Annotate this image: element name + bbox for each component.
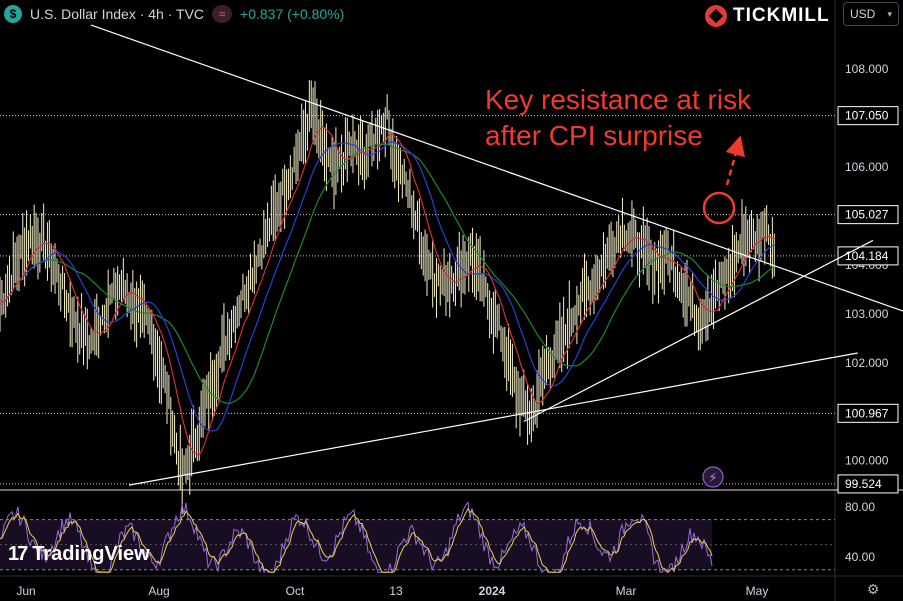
trendline <box>128 352 858 486</box>
chevron-down-icon: ▾ <box>887 8 892 19</box>
arrow-up <box>725 135 745 186</box>
chart-header: $ U.S. Dollar Index · 4h · TVC ≈ +0.837 … <box>4 4 344 24</box>
price-label: 100.967 <box>845 406 889 420</box>
highlight-circle <box>702 191 736 225</box>
time-axis[interactable]: Jun Aug Oct 13 2024 Mar May <box>0 575 903 598</box>
annotation-line-2: after CPI surprise <box>485 120 703 151</box>
oscillator-tick-label: 80.00 <box>845 500 875 514</box>
oscillator-axis: 80.00 40.00 <box>845 500 875 564</box>
wave-icon[interactable]: ≈ <box>212 5 233 23</box>
ma-mid-line <box>0 141 775 432</box>
x-tick-label: Mar <box>616 584 637 598</box>
dollar-coin-icon[interactable]: $ <box>4 5 22 23</box>
price-label-box <box>837 474 899 494</box>
trendline <box>90 24 903 312</box>
tradingview-icon: 17 <box>8 543 28 565</box>
lightning-icon: ⚡ <box>708 471 717 486</box>
oscillator-tick-label: 40.00 <box>845 550 875 564</box>
annotation-line-1: Key resistance at risk <box>485 84 752 115</box>
tradingview-text: TradingView <box>32 543 150 565</box>
ma-short-line <box>0 126 775 456</box>
price-label-box <box>837 106 899 126</box>
symbol-title[interactable]: U.S. Dollar Index · 4h · TVC <box>30 6 205 22</box>
price-label-box <box>837 205 899 225</box>
x-tick-label: Jun <box>16 584 35 598</box>
price-change: +0.837 (+0.80%) <box>240 6 345 22</box>
oscillator-line <box>0 501 713 574</box>
tickmill-icon <box>705 5 727 27</box>
x-tick-label: 2024 <box>479 584 506 598</box>
price-label: 107.050 <box>845 109 889 123</box>
x-tick-label: Aug <box>148 584 169 598</box>
annotations: Key resistance at risk after CPI surprise… <box>485 84 752 488</box>
currency-button[interactable]: USD ▾ <box>843 2 899 26</box>
brand-name: TICKMILL <box>733 5 830 26</box>
x-tick-label: Oct <box>286 584 305 598</box>
y-tick-label: 102.000 <box>845 356 889 370</box>
y-tick-label: 103.000 <box>845 307 889 321</box>
price-label: 99.524 <box>845 477 882 491</box>
gear-icon[interactable]: ⚙ <box>866 581 880 597</box>
event-icon <box>702 466 724 488</box>
oscillator-plot <box>0 501 835 574</box>
trendline <box>523 239 874 423</box>
price-label: 105.027 <box>845 208 889 222</box>
price-label: 104.184 <box>845 249 889 263</box>
tradingview-logo[interactable]: 17 TradingView <box>8 543 150 566</box>
price-label-box <box>837 403 899 423</box>
y-tick-label: 100.000 <box>845 454 889 468</box>
y-tick-label: 106.000 <box>845 160 889 174</box>
currency-label: USD <box>850 7 876 21</box>
price-plot <box>0 24 903 515</box>
x-tick-label: 13 <box>389 584 403 598</box>
y-tick-label: 108.000 <box>845 62 889 76</box>
x-tick-label: May <box>746 584 769 598</box>
brand-logo: TICKMILL <box>705 5 830 27</box>
oscillator-signal <box>0 507 713 573</box>
